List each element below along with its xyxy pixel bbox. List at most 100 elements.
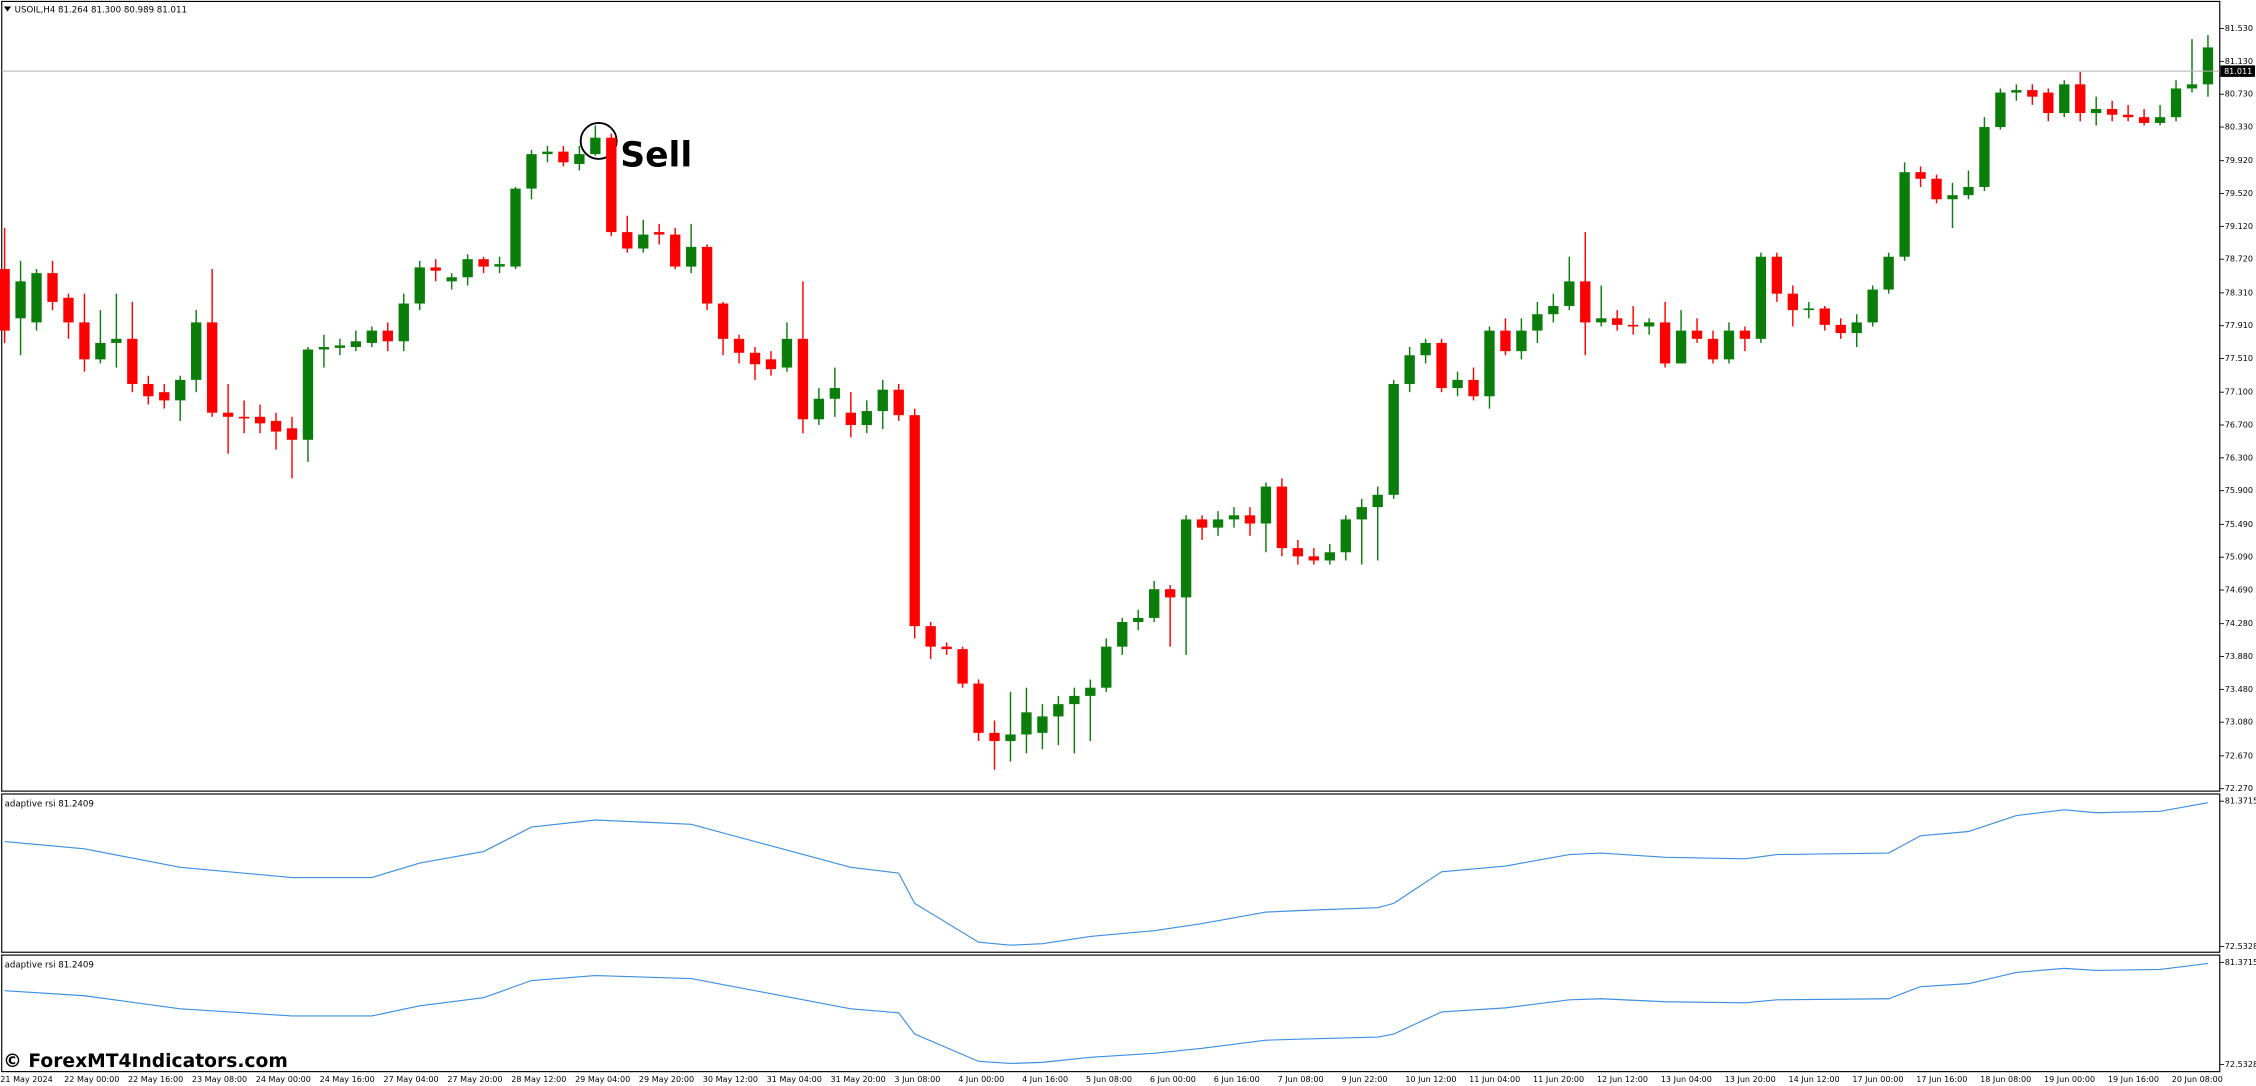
candle-body [1260, 486, 1272, 524]
candle-body [1995, 92, 2006, 128]
x-tick-label: 7 Jun 08:00 [1278, 1075, 1324, 1084]
candle-body [957, 649, 968, 684]
y-tick-label: 72.670 [2225, 751, 2253, 760]
x-tick-label: 11 Jun 20:00 [1533, 1075, 1584, 1084]
x-tick-label: 27 May 04:00 [383, 1075, 438, 1084]
candle-body [2091, 108, 2102, 114]
indicator-title: adaptive rsi 81.2409 [5, 800, 94, 810]
x-tick-label: 17 Jun 16:00 [1916, 1075, 1967, 1084]
candle-body [462, 259, 473, 278]
candle-body [606, 137, 617, 233]
x-tick-label: 5 Jun 08:00 [1086, 1075, 1132, 1084]
x-tick-label: 21 May 2024 [0, 1075, 52, 1084]
candle-body [1404, 355, 1415, 384]
x-tick-label: 22 May 00:00 [64, 1075, 119, 1084]
menu-triangle [3, 6, 12, 12]
x-tick-label: 4 Jun 16:00 [1022, 1075, 1068, 1084]
candle-body [1963, 186, 1974, 196]
candle-body [510, 188, 521, 267]
candle-body [254, 416, 266, 424]
y-tick-label: 80.730 [2225, 90, 2253, 99]
y-tick-label: 74.280 [2225, 619, 2253, 628]
candle-body [1149, 589, 1160, 618]
candle-body [1771, 256, 1783, 294]
candle-body [1819, 308, 1830, 325]
candle-body [63, 297, 74, 323]
candle-body [1372, 494, 1383, 508]
candle-body [558, 151, 569, 163]
candle-body [542, 151, 553, 155]
y-tick-label: 81.3715 [2225, 958, 2256, 967]
candle-body [829, 388, 841, 399]
x-tick-label: 18 Jun 08:00 [1980, 1075, 2031, 1084]
candle-body [1787, 293, 1799, 311]
indicator-title: adaptive rsi 81.2409 [5, 961, 94, 971]
x-tick-label: 29 May 20:00 [639, 1075, 694, 1084]
candle-body [478, 259, 489, 267]
candle-body [1899, 172, 1910, 257]
candle-body [318, 347, 330, 350]
candle-body [2202, 47, 2214, 85]
candle-body [2138, 117, 2150, 123]
candle-body [111, 338, 122, 343]
candle-body [1596, 318, 1607, 323]
y-tick-label: 81.130 [2225, 57, 2253, 66]
x-tick-label: 6 Jun 16:00 [1214, 1075, 1260, 1084]
candle-body [1691, 330, 1703, 339]
candle-body [175, 379, 186, 401]
candle-body [430, 267, 441, 271]
candle-body [893, 389, 904, 416]
y-tick-label: 73.480 [2225, 685, 2253, 694]
candle-body [2027, 90, 2038, 97]
signal-circle [579, 122, 618, 160]
candle-body [2075, 84, 2086, 114]
candle-body [1675, 330, 1687, 364]
candle-body [1931, 178, 1942, 200]
candle-body [989, 732, 1000, 742]
candle-body [1340, 519, 1351, 553]
candle-body [1117, 622, 1128, 647]
x-tick-label: 19 Jun 00:00 [2044, 1075, 2095, 1084]
candle-body [1659, 322, 1671, 364]
indicator-panel-frame [1, 954, 2221, 1073]
candle-body [2059, 84, 2070, 114]
candle-body [1228, 515, 1240, 520]
candle-body [670, 234, 681, 267]
y-tick-label: 76.700 [2225, 421, 2253, 430]
x-tick-label: 13 Jun 04:00 [1661, 1075, 1712, 1084]
candle-body [1180, 519, 1192, 598]
candle-body [2154, 117, 2166, 123]
candle-body [127, 338, 138, 384]
x-tick-label: 23 May 08:00 [192, 1075, 247, 1084]
current-price-label: 81.011 [2224, 67, 2252, 76]
candle-body [1292, 548, 1304, 557]
candle-body [526, 154, 537, 189]
candle-body [1564, 281, 1575, 306]
y-tick-label: 72.270 [2225, 784, 2253, 793]
candle-body [1532, 314, 1543, 331]
candle-body [1835, 324, 1846, 334]
candle-body [1500, 330, 1511, 352]
x-tick-label: 17 Jun 00:00 [1852, 1075, 1903, 1084]
candle-body [1133, 617, 1144, 623]
candle-body [1164, 589, 1176, 598]
candle-body [2170, 88, 2182, 118]
candle-body [1851, 322, 1862, 334]
x-tick-label: 13 Jun 20:00 [1725, 1075, 1776, 1084]
y-tick-label: 74.690 [2225, 586, 2253, 595]
candle-body [1069, 695, 1080, 705]
candle-body [366, 330, 378, 343]
candle-body [1212, 519, 1224, 528]
x-tick-label: 28 May 12:00 [511, 1075, 566, 1084]
x-tick-label: 22 May 16:00 [128, 1075, 183, 1084]
candle-body [494, 264, 505, 267]
candle-body [797, 338, 809, 420]
candle-body [446, 277, 457, 282]
candle-body [31, 273, 42, 323]
candle-body [1468, 379, 1479, 397]
candle-body [1436, 342, 1447, 389]
candle-body [1308, 556, 1320, 561]
candle-body [861, 411, 872, 426]
